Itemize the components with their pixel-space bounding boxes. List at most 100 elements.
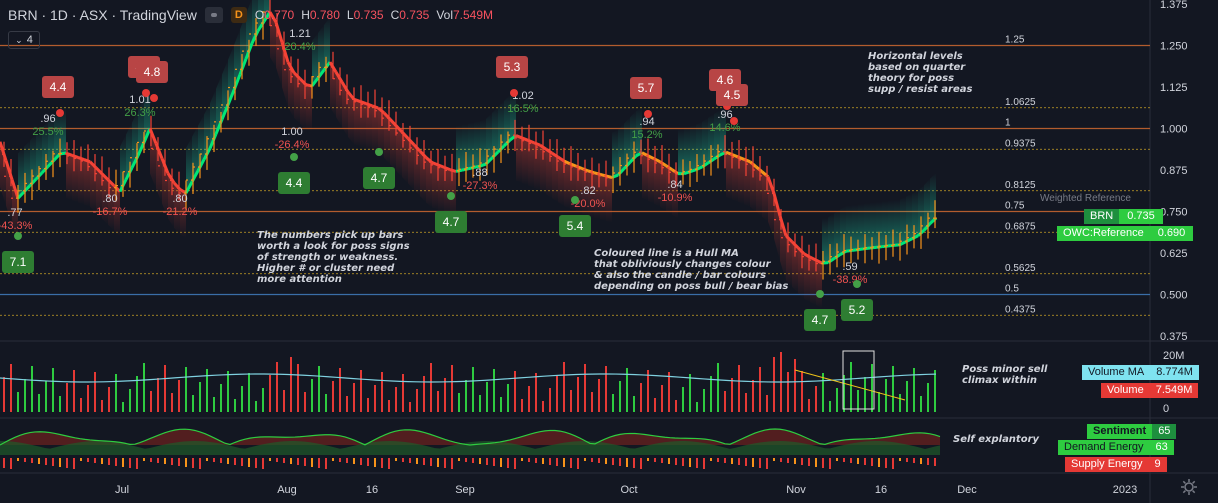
volume-axis-bottom: 0: [1163, 403, 1170, 415]
pivot-price-label: 1.21: [289, 28, 310, 40]
hull-fill: [462, 123, 468, 171]
hull-fill: [582, 168, 588, 216]
hull-fill: [642, 152, 648, 201]
indicators-collapse-button[interactable]: ⌄ 4: [8, 31, 40, 49]
volume-pane: [0, 350, 937, 412]
market-status-icon: [204, 7, 223, 23]
indicator-count: 4: [26, 34, 33, 46]
weighted-reference-label: Weighted Reference: [1040, 193, 1131, 204]
hull-fill: [798, 247, 804, 299]
red-signal-badge: [42, 76, 74, 98]
note-self-explanatory: Self explantory: [953, 434, 1039, 445]
note-line: The numbers pick up bars: [257, 230, 404, 241]
time-axis-label: 16: [366, 484, 378, 496]
green-signal-badge: [841, 299, 873, 321]
hull-fill: [414, 144, 420, 197]
hull-fill: [78, 157, 84, 205]
price-tick-label: 1.125: [1160, 82, 1188, 94]
hull-fill: [66, 153, 72, 201]
hull-segment: [238, 58, 248, 76]
hull-segment: [208, 133, 218, 149]
hull-segment: [124, 167, 134, 181]
hull-segment: [490, 151, 500, 160]
price-tag-name: BRN: [1084, 209, 1120, 224]
hull-fill: [702, 118, 708, 168]
hull-fill: [690, 124, 696, 172]
price-axis-bg: [1150, 0, 1218, 503]
hull-segment: [827, 257, 835, 264]
symbol-title[interactable]: BRN · 1D · ASX · TradingView: [8, 7, 197, 23]
hull-segment: [731, 153, 739, 159]
note-line: more attention: [257, 274, 342, 285]
hull-segment: [418, 150, 428, 159]
hull-segment: [394, 124, 404, 133]
settings-gear-icon[interactable]: [1180, 478, 1198, 496]
green-signal-label: 4.7: [371, 171, 388, 185]
note-sell-climax: Poss minor sell climax within: [962, 364, 1047, 386]
hull-fill: [648, 155, 654, 204]
time-axis-label: Jul: [115, 484, 129, 496]
red-signal-badge: [136, 61, 168, 83]
high-value: 0.780: [309, 8, 340, 22]
hull-fill: [396, 125, 402, 177]
volume-tag-value: 7.549M: [1149, 383, 1199, 398]
hull-segment: [10, 178, 20, 199]
chevron-down-icon: ⌄: [15, 34, 23, 45]
price-tick-label: 1.250: [1160, 41, 1188, 53]
price-axis[interactable]: 1.375 1.250 1.125 1.000 0.875 0.750 0.625 0.500…: [1160, 0, 1188, 343]
quarter-level-label: 1: [1005, 118, 1011, 129]
pivot-change-label: 20.4%: [284, 41, 315, 53]
quarter-level-label: 0.75: [1005, 201, 1025, 212]
hull-fill: [894, 199, 900, 246]
supply-area: [0, 429, 940, 445]
hull-fill: [456, 125, 462, 172]
green-signal-badge: [435, 211, 467, 233]
green-signal-badge: [804, 309, 836, 331]
red-signal-label: 5.3: [504, 60, 521, 74]
hull-fill: [84, 159, 90, 207]
pivot-price-label: 1.00: [281, 126, 302, 138]
hull-segment: [250, 30, 260, 44]
price-tick-label: 0.625: [1160, 248, 1188, 260]
hull-segment: [922, 222, 932, 232]
pivot-change-label: -38.9%: [833, 274, 868, 286]
hull-segment: [353, 97, 361, 103]
hull-fill: [684, 126, 690, 174]
time-axis[interactable]: Jul Aug 16 Sep Oct Nov 16 Dec 2023: [115, 484, 1137, 496]
hull-segment: [184, 181, 194, 194]
demand-area: [0, 441, 940, 455]
hull-fill: [600, 174, 606, 221]
hull-fill: [540, 145, 546, 195]
hull-fill: [36, 127, 42, 180]
hull-fill: [738, 156, 744, 205]
hull-fill: [432, 162, 438, 210]
hull-fill: [516, 135, 522, 183]
pivot-change-label: -16.7%: [93, 206, 128, 218]
hull-fill: [612, 130, 618, 178]
hull-segment: [220, 104, 230, 121]
hull-segment: [839, 249, 847, 256]
note-line: that obliviously changes colour: [594, 259, 771, 270]
red-signal-badge: [630, 77, 662, 99]
interval-badge: D: [230, 7, 247, 23]
hull-ma: [0, 0, 938, 309]
price-tag-name: OWC:Reference: [1057, 226, 1150, 241]
pivot-change-label: -10.9%: [658, 192, 693, 204]
hull-segment: [647, 154, 655, 161]
hull-segment: [226, 89, 236, 106]
hull-fill: [858, 203, 864, 250]
pivot-price-label: .59: [842, 261, 857, 273]
green-signal-dot: [375, 148, 383, 156]
hull-fill: [774, 193, 780, 261]
hull-segment: [310, 77, 320, 87]
close-label: C: [390, 8, 400, 22]
hull-fill: [900, 196, 906, 245]
price-tick-label: 1.375: [1160, 0, 1188, 11]
red-signal-dot: [56, 109, 64, 117]
hull-fill: [726, 152, 732, 200]
hull-segment: [40, 165, 50, 174]
symbol-header[interactable]: BRN · 1D · ASX · TradingView D O0.770 H0…: [8, 5, 493, 25]
pivot-price-label: .94: [639, 116, 654, 128]
time-axis-label: Nov: [786, 484, 806, 496]
